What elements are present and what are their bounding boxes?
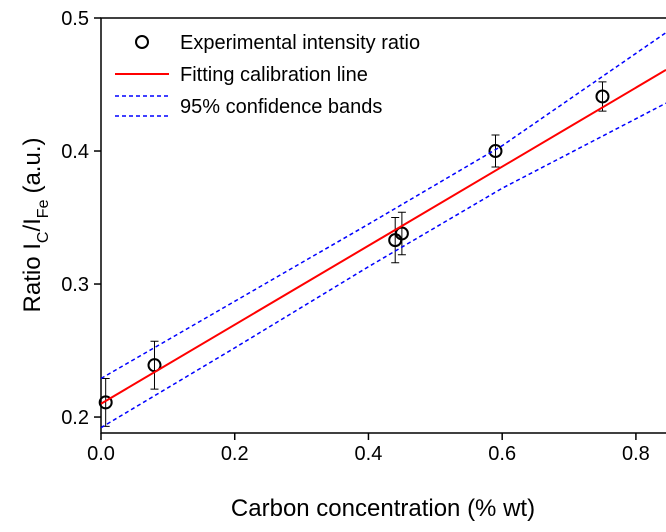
data-point	[595, 89, 610, 104]
error-bar	[598, 81, 607, 112]
data-point	[488, 144, 503, 159]
y-label-part: /I	[19, 218, 46, 231]
axis-frame	[100, 17, 666, 434]
y-label-sub: Fe	[35, 199, 52, 218]
y-tick-label: 0.4	[61, 141, 89, 163]
error-bar	[397, 211, 406, 256]
y-tick-label: 0.5	[61, 8, 89, 30]
data-point	[98, 395, 113, 410]
error-bar	[391, 217, 400, 264]
fit-line	[100, 69, 666, 405]
y-label-part: Ratio I	[19, 243, 46, 312]
legend-label: 95% confidence bands	[180, 96, 382, 118]
x-tick-label: 0.8	[622, 443, 650, 465]
y-label-sub: C	[35, 232, 52, 244]
confidence-band	[100, 102, 666, 429]
x-axis-label: Carbon concentration (% wt)	[231, 495, 535, 522]
x-tick-label: 0.4	[355, 443, 383, 465]
x-tick-label: 0.2	[221, 443, 249, 465]
legend-marker	[135, 35, 149, 49]
y-label-part: (a.u.)	[19, 138, 46, 194]
error-bar	[491, 134, 500, 168]
confidence-band	[100, 32, 666, 380]
x-tick-label: 0.6	[488, 443, 516, 465]
error-bar	[150, 340, 159, 390]
legend-label: Experimental intensity ratio	[180, 32, 420, 54]
data-point	[394, 226, 409, 241]
y-tick-label: 0.2	[61, 407, 89, 429]
x-tick-label: 0.0	[87, 443, 115, 465]
legend-label: Fitting calibration line	[180, 64, 368, 86]
y-axis-label: Ratio IC/IFe (a.u.)	[19, 138, 52, 313]
y-tick-label: 0.3	[61, 274, 89, 296]
